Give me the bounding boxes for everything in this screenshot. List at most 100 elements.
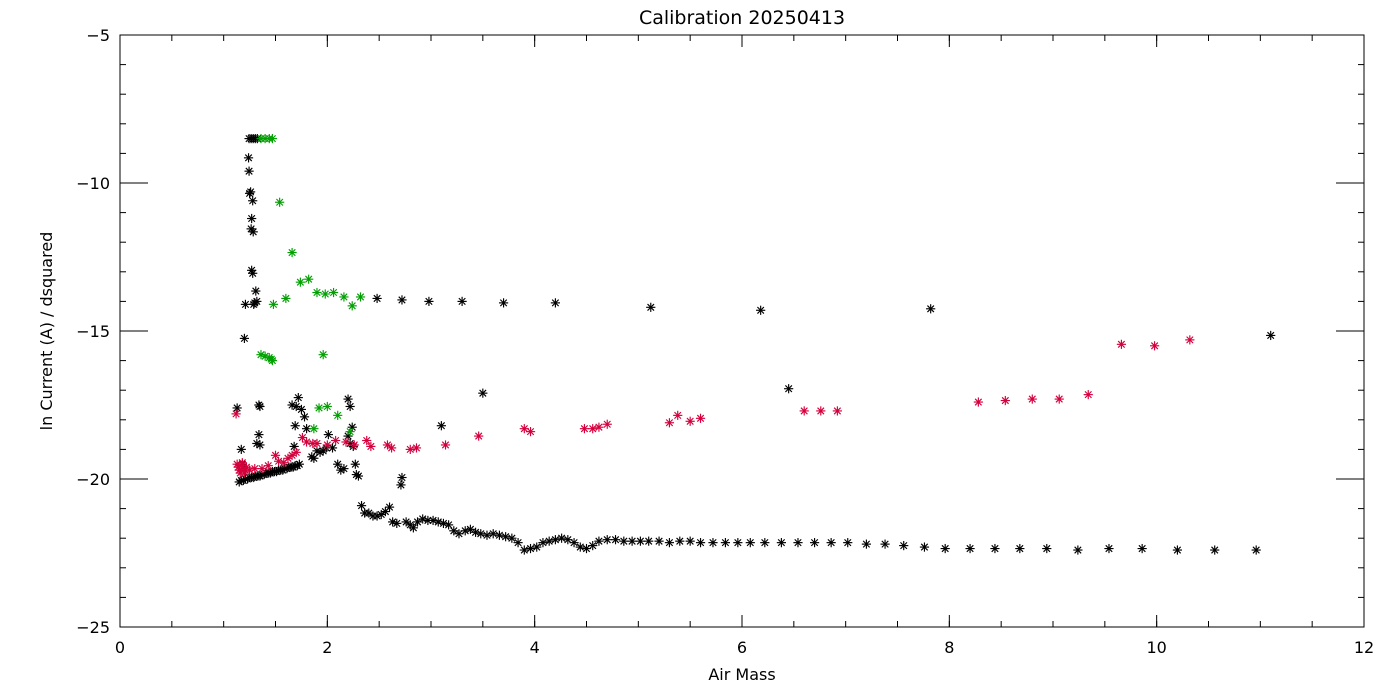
data-point [396,480,406,490]
data-point-stroke [252,287,260,295]
data-point-stroke [315,404,323,412]
data-point [1015,543,1025,554]
data-point [965,543,975,554]
data-point [343,394,353,404]
data-point-stroke [589,425,597,433]
data-point [588,424,598,434]
data-point-stroke [357,501,366,510]
data-point [436,421,446,431]
data-point-stroke [296,278,305,286]
data-point-stroke [439,519,448,528]
data-point [291,447,301,457]
data-point-stroke [784,385,793,393]
data-point [673,410,683,420]
data-point [382,440,393,450]
data-point-stroke [1138,544,1146,553]
data-point [231,409,241,419]
data-point-stroke [501,533,510,541]
data-point-stroke [302,425,311,433]
data-point-stroke [920,543,929,551]
data-point-stroke [611,536,620,544]
data-point [336,465,346,475]
data-point-stroke [240,334,249,343]
data-point-stroke [328,444,337,452]
data-point-stroke [256,441,264,449]
data-point-stroke [1028,395,1036,403]
data-point-stroke [437,422,446,430]
data-point-stroke [450,527,458,535]
data-point [482,530,492,540]
data-point-stroke [238,459,246,467]
data-point [255,401,265,412]
data-point-stroke [269,300,278,309]
data-point-stroke [323,402,331,411]
data-point-stroke [458,297,466,306]
data-point-stroke [696,538,705,547]
data-point-stroke [284,454,292,462]
data-point [816,406,826,416]
data-point-stroke [545,537,553,545]
data-point-stroke [526,544,535,553]
data-point-stroke [346,402,354,411]
data-point [412,517,423,527]
data-point-stroke [827,538,835,547]
data-point-stroke [466,525,475,533]
data-point-stroke [595,423,603,431]
data-point-stroke [862,540,871,548]
data-point-stroke [398,296,406,304]
x-tick-label: 8 [944,638,954,657]
data-point-stroke [620,537,628,545]
x-tick-label: 2 [322,638,332,657]
data-point [328,287,339,298]
x-tick-label: 12 [1354,638,1374,657]
data-point-stroke [348,302,356,310]
data-point-stroke [636,537,645,545]
data-point-stroke [580,425,589,433]
data-point-stroke [483,531,491,539]
y-tick-labels: −25 −20 −15 −10 −5 [76,26,110,637]
data-point [675,536,685,546]
data-point [465,524,475,534]
data-point-stroke [290,442,298,451]
axis-ticks [119,34,1365,628]
data-point-stroke [734,538,742,547]
data-point [267,134,277,144]
data-point [501,532,511,542]
data-point [392,518,402,528]
data-point-stroke [267,355,276,363]
x-tick-labels: 0 2 4 6 8 10 12 [115,638,1374,657]
data-point [424,296,434,306]
data-point-stroke [334,460,342,468]
y-tick-label: −20 [76,470,110,489]
data-point [287,247,297,258]
data-point [355,292,366,302]
data-point [563,535,573,545]
data-point [252,296,262,306]
data-point-stroke [249,269,257,277]
data-point-stroke [256,402,264,411]
data-point [405,444,415,454]
data-point [251,286,261,296]
data-point-stroke [628,537,636,545]
data-point [296,404,307,415]
data-point-stroke [881,540,889,548]
data-point [457,296,467,306]
y-tick-label: −10 [76,174,110,193]
data-point [309,424,319,434]
data-point-stroke [1117,340,1126,348]
data-point-stroke [1252,546,1260,554]
data-point [293,393,303,403]
data-point [397,295,407,305]
data-point [243,153,254,163]
data-points [231,134,1276,555]
data-point [347,301,357,311]
x-tick-label: 6 [737,638,747,657]
data-point [302,424,312,434]
data-point [312,438,322,449]
data-point-stroke [900,541,908,550]
data-point-stroke [444,521,453,529]
data-point [1149,341,1160,351]
data-point-stroke [576,543,584,551]
data-point [248,227,258,237]
